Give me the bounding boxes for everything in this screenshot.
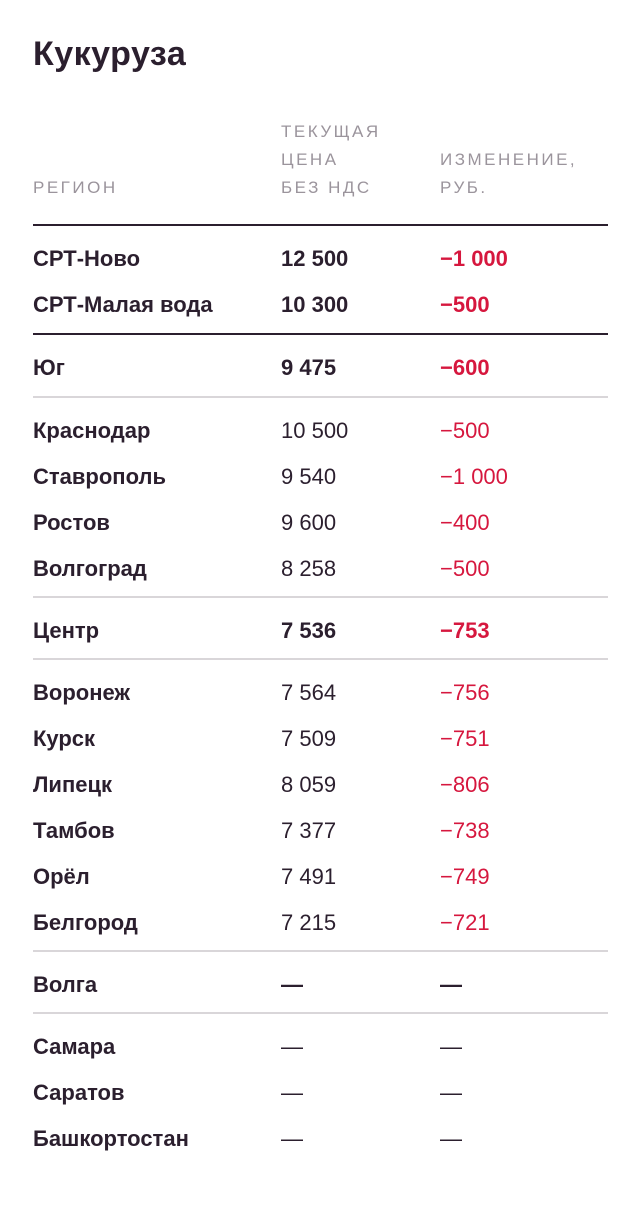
cell-region: Орёл — [33, 864, 90, 889]
column-header-change: ИЗМЕНЕНИЕ, РУБ. — [440, 150, 578, 197]
table-row: Липецк 8 059 −806 — [33, 762, 608, 808]
cell-change: −1 000 — [440, 464, 508, 489]
cell-price: 7 491 — [281, 864, 337, 889]
cell-change: −500 — [440, 418, 490, 443]
table-row: Краснодар 10 500 −500 — [33, 408, 608, 454]
cell-price: — — [281, 972, 303, 997]
column-header-price: ТЕКУЩАЯ ЦЕНА БЕЗ НДС — [281, 122, 381, 197]
cell-price: — — [281, 1080, 303, 1105]
table-row: Башкортостан — — — [33, 1116, 608, 1162]
cell-region: Тамбов — [33, 818, 115, 843]
cell-change: −751 — [440, 726, 490, 751]
cell-price: 7 509 — [281, 726, 337, 751]
table-group-center-regions: Воронеж 7 564 −756 Курск 7 509 −751 Липе… — [33, 658, 608, 946]
table-row: СРТ-Ново 12 500 −1 000 — [33, 236, 608, 282]
cell-region: Волгоград — [33, 556, 147, 581]
cell-region: Волга — [33, 972, 98, 997]
cell-change: — — [440, 972, 462, 997]
cell-price: 10 500 — [281, 418, 349, 443]
column-header-region: РЕГИОН — [33, 178, 118, 197]
cell-change: — — [440, 1080, 462, 1105]
cell-region: Краснодар — [33, 418, 151, 443]
cell-region: Самара — [33, 1034, 116, 1059]
table-row: Курск 7 509 −751 — [33, 716, 608, 762]
table-row: Орёл 7 491 −749 — [33, 854, 608, 900]
cell-price: 10 300 — [281, 292, 349, 317]
table-header: РЕГИОН ТЕКУЩАЯ ЦЕНА БЕЗ НДС ИЗМЕНЕНИЕ, Р… — [33, 122, 608, 226]
table-row: Саратов — — — [33, 1070, 608, 1116]
cell-price: 8 059 — [281, 772, 337, 797]
cell-region: Юг — [33, 355, 65, 380]
table-row: Волгоград 8 258 −500 — [33, 546, 608, 592]
cell-change: −400 — [440, 510, 490, 535]
cell-price: 7 215 — [281, 910, 337, 935]
cell-price: 12 500 — [281, 246, 349, 271]
cell-region: Воронеж — [33, 680, 131, 705]
cell-price: 8 258 — [281, 556, 337, 581]
cell-price: 7 536 — [281, 618, 337, 643]
table-row: Белгород 7 215 −721 — [33, 900, 608, 946]
table-row: Ростов 9 600 −400 — [33, 500, 608, 546]
cell-price: — — [281, 1126, 303, 1151]
cell-region: Ростов — [33, 510, 110, 535]
table-row: СРТ-Малая вода 10 300 −500 — [33, 282, 608, 328]
cell-region: Ставрополь — [33, 464, 166, 489]
cell-change: −806 — [440, 772, 490, 797]
cell-price: — — [281, 1034, 303, 1059]
cell-price: 7 377 — [281, 818, 337, 843]
table-group-south-summary: Юг 9 475 −600 — [33, 333, 608, 391]
table-row: Воронеж 7 564 −756 — [33, 670, 608, 716]
cell-change: −721 — [440, 910, 490, 935]
cell-change: −1 000 — [440, 246, 508, 271]
table-row: Волга — — — [33, 962, 608, 1008]
table-group-center-summary: Центр 7 536 −753 — [33, 596, 608, 654]
cell-price: 9 475 — [281, 355, 337, 380]
cell-region: Центр — [33, 618, 100, 643]
cell-price: 7 564 — [281, 680, 337, 705]
table-group-south-regions: Краснодар 10 500 −500 Ставрополь 9 540 −… — [33, 396, 608, 592]
cell-price: 9 600 — [281, 510, 337, 535]
table-row: Самара — — — [33, 1024, 608, 1070]
page-title: Кукуруза — [33, 35, 187, 73]
table-row: Ставрополь 9 540 −1 000 — [33, 454, 608, 500]
cell-region: Курск — [33, 726, 96, 751]
table-group-volga-summary: Волга — — — [33, 950, 608, 1008]
table-group-srt: СРТ-Ново 12 500 −1 000 СРТ-Малая вода 10… — [33, 236, 608, 328]
cell-region: Саратов — [33, 1080, 125, 1105]
cell-change: −749 — [440, 864, 490, 889]
table-row: Центр 7 536 −753 — [33, 608, 608, 654]
table-group-volga-regions: Самара — — Саратов — — Башкортостан — — — [33, 1012, 608, 1162]
cell-change: −600 — [440, 355, 490, 380]
cell-change: — — [440, 1126, 462, 1151]
cell-change: −500 — [440, 556, 490, 581]
cell-change: −500 — [440, 292, 490, 317]
cell-region: СРТ-Малая вода — [33, 292, 213, 317]
table-row: Тамбов 7 377 −738 — [33, 808, 608, 854]
cell-change: −756 — [440, 680, 490, 705]
cell-region: Башкортостан — [33, 1126, 189, 1151]
table-row: Юг 9 475 −600 — [33, 345, 608, 391]
cell-change: −738 — [440, 818, 490, 843]
cell-region: Липецк — [33, 772, 113, 797]
cell-price: 9 540 — [281, 464, 337, 489]
cell-change: −753 — [440, 618, 490, 643]
cell-change: — — [440, 1034, 462, 1059]
cell-region: Белгород — [33, 910, 138, 935]
cell-region: СРТ-Ново — [33, 246, 141, 271]
